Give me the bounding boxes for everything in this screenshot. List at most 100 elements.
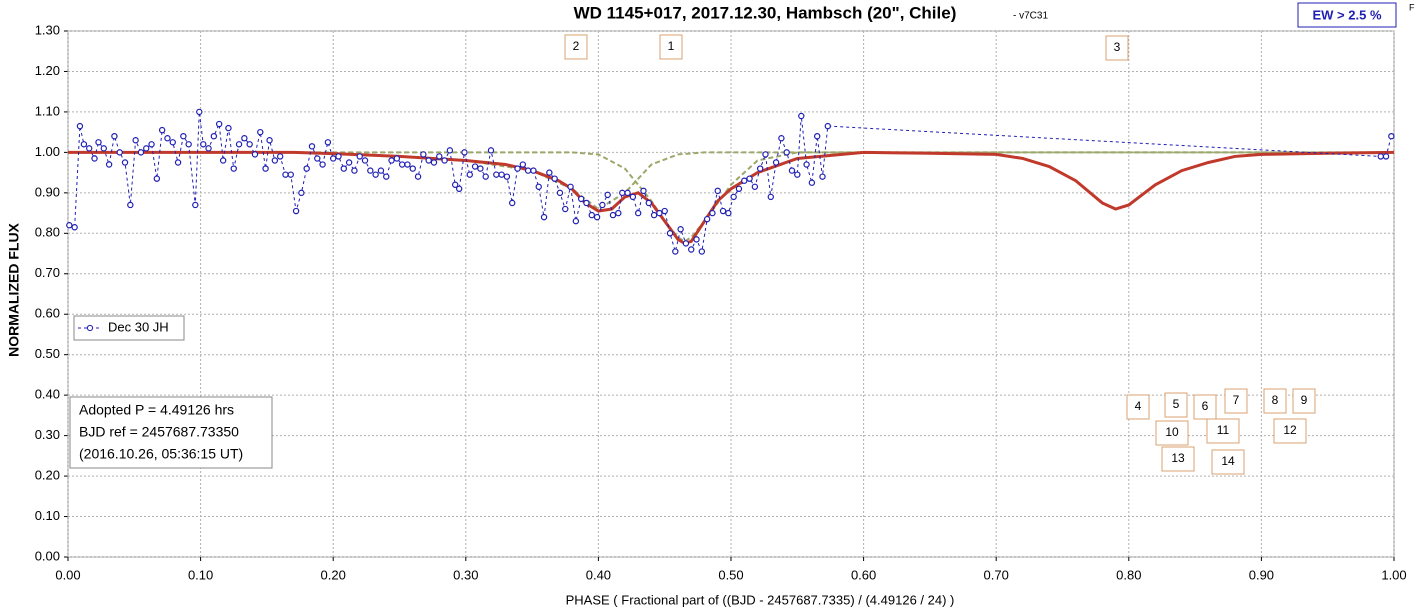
- data-point: [105, 161, 113, 168]
- legend-label: Dec 30 JH: [108, 319, 169, 334]
- data-point: [629, 193, 637, 201]
- dip-label-box: [1126, 394, 1150, 420]
- data-point: [794, 171, 801, 178]
- dip-label-box: [1206, 418, 1240, 444]
- data-point: [241, 135, 248, 142]
- badge: EW > 2.5 %: [1313, 7, 1382, 22]
- data-point: [562, 205, 569, 213]
- data-point: [698, 248, 706, 255]
- data-point: [200, 141, 207, 148]
- dip-label-box: [1161, 446, 1195, 472]
- x-tick-label: 0.80: [1116, 567, 1141, 582]
- dip-label: 7: [1233, 393, 1240, 407]
- dip-label: 11: [1217, 423, 1230, 437]
- chart-subtitle: - v7C31: [1013, 11, 1048, 22]
- corner-note: F: [1409, 2, 1415, 12]
- data-point: [143, 145, 150, 152]
- dip-label-box: [1211, 449, 1245, 475]
- data-point: [430, 159, 438, 166]
- data-point: [196, 108, 203, 116]
- data-point: [298, 189, 305, 197]
- data-point: [282, 171, 289, 178]
- x-tick-label: 0.20: [321, 567, 346, 582]
- data-point: [235, 141, 243, 148]
- data-point: [1377, 153, 1384, 160]
- y-tick-label: 0.70: [35, 265, 60, 280]
- data-point: [471, 163, 479, 170]
- dip-label-box: [1224, 388, 1248, 414]
- dip-label-box: [1292, 388, 1316, 414]
- data-point: [148, 141, 155, 148]
- dip-label-box: [1263, 388, 1287, 414]
- data-point: [205, 145, 212, 152]
- data-point: [71, 224, 78, 231]
- data-point: [340, 165, 348, 172]
- dip-label-box: [1193, 394, 1217, 420]
- data-point: [746, 175, 753, 182]
- data-point: [730, 193, 737, 201]
- data-point: [624, 189, 631, 197]
- x-tick-label: 0.70: [984, 567, 1009, 582]
- dip-label: 6: [1202, 399, 1209, 413]
- data-point: [619, 189, 626, 197]
- dip-label-box: [1273, 418, 1307, 444]
- data-point: [287, 171, 294, 178]
- data-point: [335, 153, 342, 160]
- data-point: [498, 171, 505, 178]
- data-point: [546, 169, 553, 176]
- data-point: [503, 173, 511, 180]
- data-point: [808, 179, 816, 186]
- y-tick-label: 1.10: [35, 103, 60, 118]
- data-point: [535, 183, 542, 190]
- data-point: [656, 209, 663, 217]
- data-point: [767, 193, 774, 201]
- data-point: [377, 167, 385, 174]
- dip-label-box: [1105, 35, 1129, 61]
- data-point: [509, 199, 516, 207]
- data-point: [111, 132, 118, 140]
- data-point: [219, 157, 227, 164]
- data-point: [230, 165, 237, 172]
- data-point: [519, 161, 527, 168]
- data-point: [388, 157, 395, 164]
- data-point: [393, 155, 401, 162]
- y-tick-label: 0.20: [35, 468, 60, 483]
- data-point: [91, 155, 98, 162]
- data-point: [640, 187, 647, 195]
- data-point: [76, 122, 84, 130]
- x-tick-label: 0.90: [1249, 567, 1274, 582]
- data-point: [210, 132, 218, 140]
- data-point: [251, 151, 259, 158]
- data-point: [615, 209, 622, 217]
- data-point: [345, 159, 353, 166]
- data-point: [588, 211, 595, 219]
- data-point: [324, 139, 332, 146]
- data-point: [583, 199, 590, 207]
- data-point: [372, 171, 379, 178]
- data-point: [367, 167, 374, 174]
- data-point: [524, 167, 532, 174]
- y-tick-label: 0.30: [35, 427, 60, 442]
- data-point: [783, 149, 790, 156]
- data-point: [271, 157, 279, 164]
- data-point: [714, 187, 721, 195]
- data-point: [330, 155, 337, 162]
- data-point: [121, 159, 129, 166]
- data-point: [308, 143, 316, 150]
- data-point: [292, 207, 300, 215]
- dip-label: 5: [1173, 397, 1180, 411]
- x-tick-label: 0.60: [851, 567, 876, 582]
- y-tick-label: 0.80: [35, 225, 60, 240]
- data-point: [461, 149, 468, 156]
- data-point: [682, 240, 690, 247]
- dip-label-box: [1164, 392, 1188, 418]
- x-axis-label: PHASE ( Fractional part of ((BJD - 24576…: [566, 592, 955, 607]
- data-point: [266, 137, 273, 144]
- data-point: [164, 135, 171, 142]
- data-point: [725, 209, 732, 217]
- data-point: [192, 201, 199, 209]
- data-point: [599, 201, 606, 209]
- data-point: [80, 141, 88, 148]
- info-line: Adopted P = 4.49126 hrs: [79, 402, 234, 418]
- info-line: BJD ref = 2457687.73350: [79, 424, 239, 440]
